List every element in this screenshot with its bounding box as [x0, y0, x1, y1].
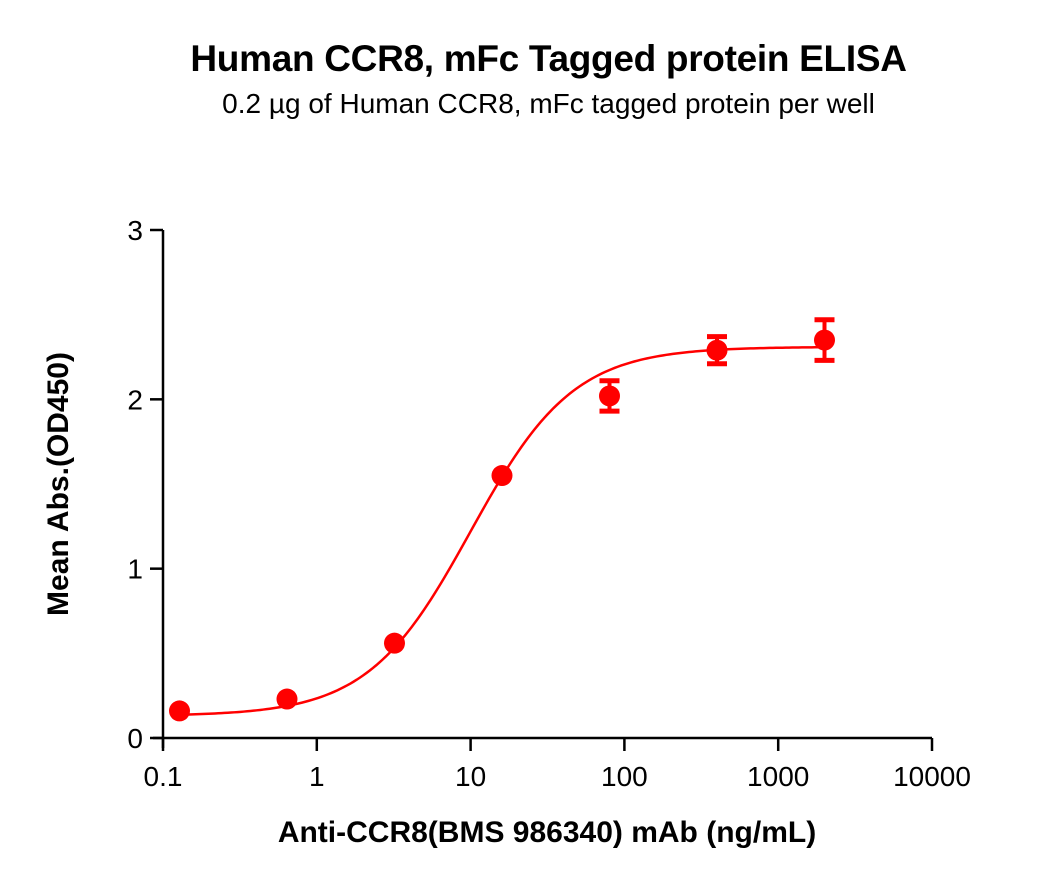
- y-tick-label: 1: [127, 554, 143, 585]
- data-point: [168, 700, 190, 722]
- chart-title: Human CCR8, mFc Tagged protein ELISA: [190, 38, 907, 79]
- data-point: [383, 632, 405, 654]
- x-tick-label: 0.1: [144, 761, 183, 792]
- chart-subtitle: 0.2 µg of Human CCR8, mFc tagged protein…: [222, 88, 875, 119]
- data-point: [706, 339, 728, 361]
- data-point: [491, 465, 513, 487]
- y-axis-title: Mean Abs.(OD450): [42, 352, 75, 616]
- x-tick-label: 10: [455, 761, 486, 792]
- data-point: [276, 688, 298, 710]
- fit-curve: [179, 345, 825, 716]
- x-axis-title: Anti-CCR8(BMS 986340) mAb (ng/mL): [278, 816, 816, 849]
- fit-curve-path: [179, 345, 825, 716]
- x-tick-label: 1000: [747, 761, 809, 792]
- x-tick-label: 100: [601, 761, 648, 792]
- y-tick-label: 3: [127, 215, 143, 246]
- axes: 0 1 2 3 0.1 1 10 100 1000 10000: [127, 215, 971, 792]
- data-points: [168, 317, 835, 722]
- data-point: [813, 329, 835, 351]
- x-tick-label: 1: [309, 761, 325, 792]
- y-tick-label: 2: [127, 384, 143, 415]
- y-tick-label: 0: [127, 723, 143, 754]
- data-point: [598, 385, 620, 407]
- x-tick-label: 10000: [893, 761, 971, 792]
